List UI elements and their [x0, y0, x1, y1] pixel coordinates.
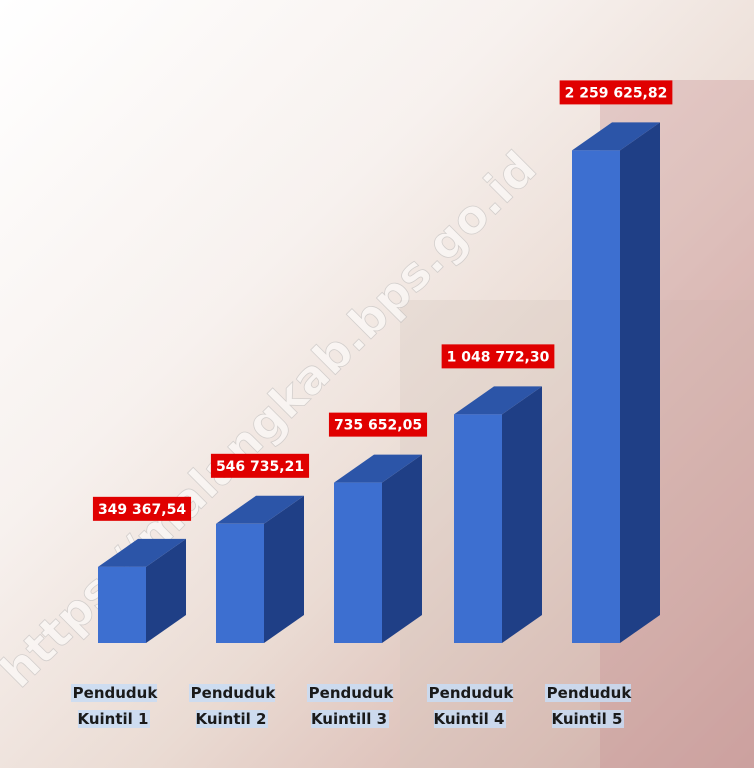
- x-tick-text: Penduduk Kuintil 5: [545, 684, 632, 728]
- x-tick-label: Penduduk Kuintill 3: [295, 680, 405, 732]
- bar: [216, 524, 264, 643]
- x-tick-label: Penduduk Kuintil 2: [177, 680, 287, 732]
- value-label: 2 259 625,82: [565, 85, 668, 101]
- value-label: 735 652,05: [334, 418, 422, 434]
- value-label: 1 048 772,30: [447, 349, 550, 365]
- x-tick-label: Penduduk Kuintil 4: [415, 680, 525, 732]
- value-label: 349 367,54: [98, 502, 186, 518]
- bar: [334, 483, 382, 643]
- x-tick-label: Penduduk Kuintil 5: [533, 680, 643, 732]
- bar: [454, 414, 502, 643]
- bar-side: [382, 455, 422, 643]
- bar-side: [502, 386, 542, 643]
- chart-canvas: https://malangkab.bps.go.id 349 367,5454…: [0, 0, 754, 768]
- x-tick-text: Penduduk Kuintill 3: [307, 684, 394, 728]
- x-tick-text: Penduduk Kuintil 4: [427, 684, 514, 728]
- bar: [98, 567, 146, 643]
- x-tick-text: Penduduk Kuintil 2: [189, 684, 276, 728]
- value-label: 546 735,21: [216, 459, 304, 475]
- bar-side: [620, 122, 660, 643]
- bar: [572, 150, 620, 643]
- x-tick-text: Penduduk Kuintil 1: [71, 684, 158, 728]
- x-tick-label: Penduduk Kuintil 1: [59, 680, 169, 732]
- chart: https://malangkab.bps.go.id 349 367,5454…: [0, 0, 754, 768]
